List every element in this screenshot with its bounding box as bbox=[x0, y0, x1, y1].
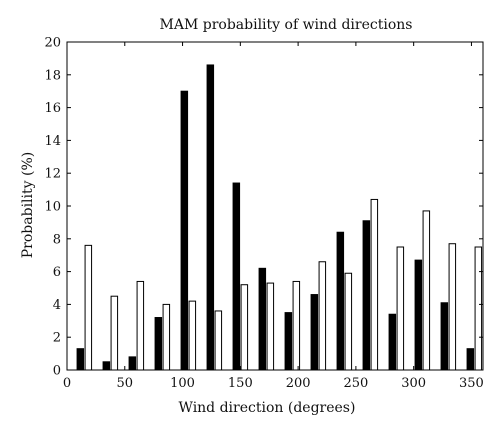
y-tick-label-10: 20 bbox=[44, 36, 61, 51]
bar-open-3 bbox=[162, 303, 171, 371]
bar-filled-6 bbox=[232, 182, 241, 371]
x-tick-label-7: 350 bbox=[459, 376, 484, 391]
x-tick-label-6: 300 bbox=[401, 376, 426, 391]
bar-open-6 bbox=[240, 284, 249, 371]
bar-open-5 bbox=[214, 310, 223, 371]
bar-open-8 bbox=[292, 280, 301, 371]
bar-filled-10 bbox=[336, 231, 345, 371]
bar-filled-15 bbox=[466, 348, 475, 371]
bars-layer bbox=[76, 64, 483, 371]
bar-filled-12 bbox=[388, 313, 397, 371]
y-tick-label-9: 18 bbox=[44, 68, 61, 83]
bar-filled-3 bbox=[154, 317, 163, 371]
bar-filled-0 bbox=[76, 348, 85, 371]
bar-open-15 bbox=[474, 246, 483, 371]
y-tick-label-3: 6 bbox=[53, 265, 61, 280]
y-tick-label-7: 14 bbox=[44, 134, 61, 149]
bar-filled-8 bbox=[284, 312, 293, 371]
bar-filled-13 bbox=[414, 259, 423, 371]
bar-open-13 bbox=[422, 210, 431, 371]
bar-filled-11 bbox=[362, 220, 371, 371]
x-axis-label: Wind direction (degrees) bbox=[179, 400, 356, 416]
bar-filled-9 bbox=[310, 294, 319, 371]
bar-open-10 bbox=[344, 272, 353, 371]
bar-open-4 bbox=[188, 300, 197, 371]
bar-filled-4 bbox=[180, 90, 189, 371]
y-tick-label-0: 0 bbox=[53, 364, 61, 379]
y-tick-label-6: 12 bbox=[44, 167, 61, 182]
x-tick-label-4: 200 bbox=[286, 376, 311, 391]
ticks-layer: 0 50 100 150 200 250 300 350 0 2 4 6 8 10 12 14 16 18 20 bbox=[44, 36, 483, 392]
chart-title: MAM probability of wind directions bbox=[160, 17, 413, 33]
x-tick-label-3: 150 bbox=[228, 376, 253, 391]
plot-frame bbox=[66, 41, 484, 371]
bar-open-9 bbox=[318, 261, 327, 371]
y-tick-label-4: 8 bbox=[53, 232, 61, 247]
bar-open-11 bbox=[370, 198, 379, 371]
y-tick-label-1: 2 bbox=[53, 331, 61, 346]
x-tick-label-0: 0 bbox=[63, 376, 71, 391]
bar-filled-2 bbox=[128, 356, 137, 371]
bar-open-0 bbox=[84, 244, 93, 371]
bar-filled-1 bbox=[102, 361, 111, 371]
bar-open-12 bbox=[396, 246, 405, 371]
bar-open-7 bbox=[266, 282, 275, 371]
x-tick-label-1: 50 bbox=[117, 376, 134, 391]
bar-open-1 bbox=[110, 295, 119, 371]
bar-filled-5 bbox=[206, 64, 215, 371]
x-tick-label-5: 250 bbox=[343, 376, 368, 391]
bar-open-14 bbox=[448, 243, 457, 371]
x-tick-label-2: 100 bbox=[170, 376, 195, 391]
y-tick-label-5: 10 bbox=[44, 200, 61, 215]
y-tick-label-2: 4 bbox=[53, 298, 61, 313]
bar-open-2 bbox=[136, 280, 145, 371]
bar-filled-7 bbox=[258, 267, 267, 371]
y-tick-label-8: 16 bbox=[44, 101, 61, 116]
bar-filled-14 bbox=[440, 302, 449, 371]
y-axis-label: Probability (%) bbox=[20, 152, 36, 258]
